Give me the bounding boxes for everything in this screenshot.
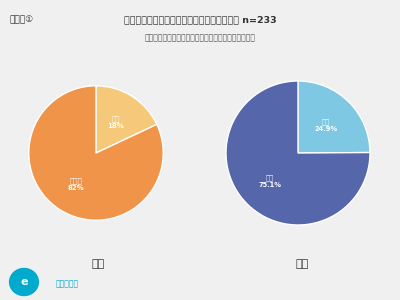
Wedge shape <box>226 81 370 225</box>
Wedge shape <box>29 86 163 220</box>
Text: はい
18%: はい 18% <box>107 115 124 129</box>
Text: グラフ①: グラフ① <box>10 15 34 24</box>
Text: はい
75.1%: はい 75.1% <box>258 174 282 188</box>
Text: 去年: 去年 <box>91 259 105 269</box>
Text: はい
24.9%: はい 24.9% <box>314 118 338 132</box>
Text: いいえ
82%: いいえ 82% <box>68 177 84 191</box>
Circle shape <box>10 268 38 296</box>
Wedge shape <box>96 86 157 153</box>
Text: 年末年始に期間限定のバイトがしたいですか n=233: 年末年始に期間限定のバイトがしたいですか n=233 <box>124 15 276 24</box>
Text: （去年の年末年始に期間限定のバイトをしましたか）: （去年の年末年始に期間限定のバイトをしましたか） <box>144 33 256 42</box>
Text: エントリー: エントリー <box>56 279 79 288</box>
Text: 今年: 今年 <box>295 259 309 269</box>
Text: e: e <box>20 277 28 287</box>
Wedge shape <box>298 81 370 153</box>
